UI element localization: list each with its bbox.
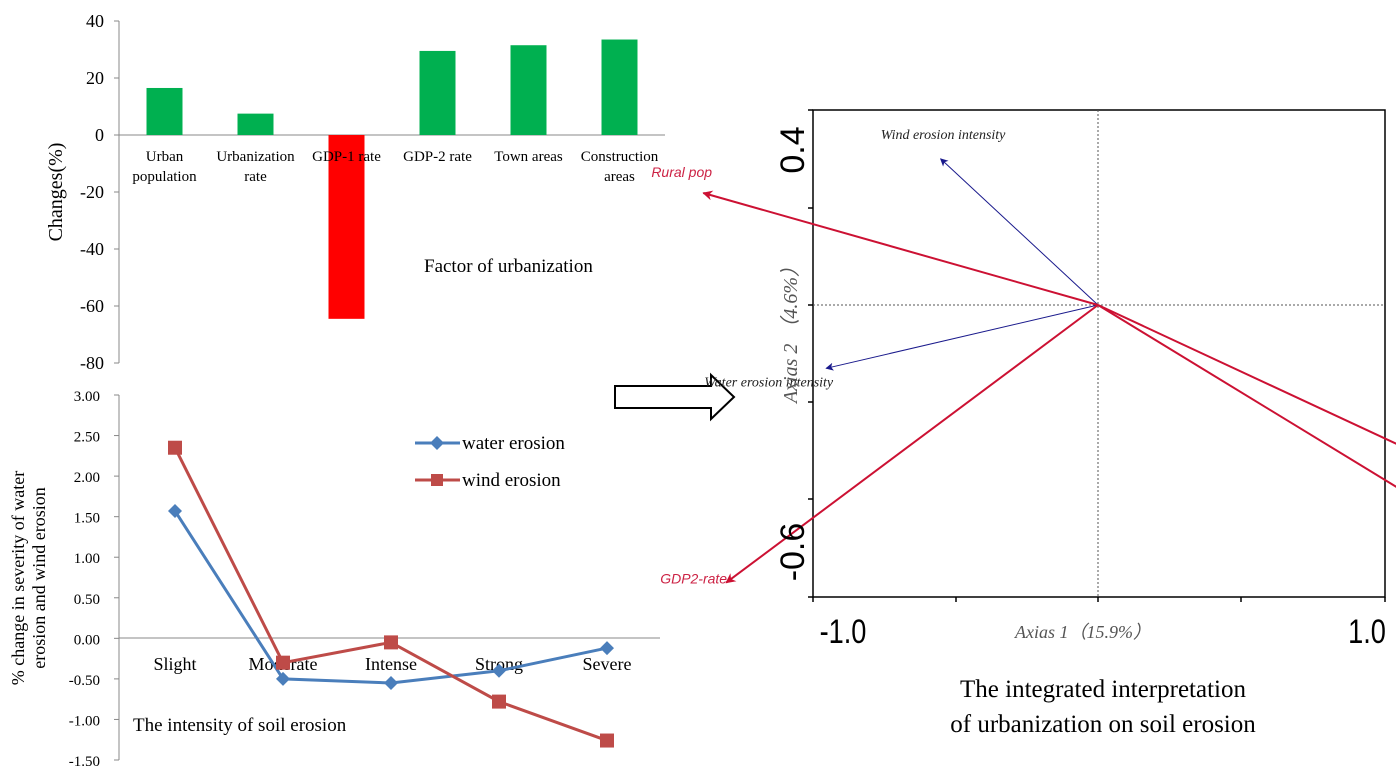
- biplot-vector-arrow: [725, 304, 1099, 584]
- series-point: [168, 503, 182, 518]
- biplot-vector-label: GDP2-rate: [660, 571, 727, 587]
- line-chart-y-label-line1: % change in severity of water: [8, 471, 28, 685]
- biplot-x-tick-left: -1.0: [820, 612, 867, 651]
- series-point: [384, 675, 398, 690]
- line-category-label: Intense: [365, 654, 417, 674]
- line-chart-y-tick-label: 0.50: [74, 592, 100, 608]
- line-chart-legend: water erosion wind erosion: [415, 433, 565, 491]
- flow-arrow-icon: [614, 372, 736, 422]
- caption-line1: The integrated interpretation: [960, 676, 1246, 703]
- biplot-x-label: Axias 1（15.9%）: [1014, 622, 1151, 642]
- line-chart-y-tick-label: 0.00: [74, 632, 100, 648]
- legend-water-label: water erosion: [462, 433, 565, 454]
- bar-chart-y-tick-label: -80: [80, 353, 104, 373]
- bar: [601, 39, 638, 135]
- bar: [237, 113, 274, 135]
- bar-category-label: population: [132, 169, 197, 185]
- series-point: [276, 655, 290, 670]
- line-chart-y-tick-label: 3.00: [74, 389, 100, 405]
- bar-category-label: areas: [604, 169, 635, 185]
- biplot-y-label: Axias 2 （4.6%）: [779, 257, 802, 405]
- series-point: [168, 440, 182, 455]
- caption-line2: of urbanization on soil erosion: [950, 711, 1256, 738]
- line-chart-y-tick-label: -1.00: [69, 713, 100, 729]
- bar-category-label: Town areas: [494, 149, 563, 165]
- biplot-vector-label: Wind erosion intensity: [881, 128, 1006, 143]
- biplot-vector-arrow: [825, 304, 1099, 371]
- line-chart-y-tick-label: 2.00: [74, 470, 100, 486]
- line-chart-x-label: The intensity of soil erosion: [133, 715, 347, 736]
- biplot-vector-arrow: [702, 190, 1099, 306]
- series-point: [276, 671, 290, 686]
- legend-wind-label: wind erosion: [462, 470, 561, 491]
- biplot-vector-arrow: [1097, 304, 1396, 488]
- bar-chart-y-tick-label: -20: [80, 182, 104, 202]
- biplot-vector-arrow: [939, 158, 1099, 306]
- line-chart-y-tick-label: -1.50: [69, 754, 100, 770]
- series-point: [600, 733, 614, 748]
- series-point: [492, 663, 506, 678]
- bar: [419, 50, 456, 135]
- biplot-vector-label: Water erosion intensity: [704, 375, 834, 390]
- bar: [328, 135, 365, 319]
- biplot-vector-arrow: [1097, 304, 1396, 445]
- biplot-y-tick-top: 0.4: [774, 126, 812, 173]
- legend-wind-marker: [431, 474, 443, 486]
- bar: [146, 87, 183, 135]
- line-chart: 3.00 2.50 2.00 1.50 1.00 0.50 0.00 -0.50 -1.00 -1…: [8, 389, 660, 770]
- bar-chart: 40 20 0 -20 -40 -60 -80 Urban population Urbaniz…: [45, 11, 665, 373]
- line-chart-y-tick-label: 1.00: [74, 551, 100, 567]
- biplot: Wind erosion intensity Water erosion inte…: [651, 109, 1396, 651]
- biplot-vector-label: Rural pop: [651, 164, 712, 180]
- line-category-label: Severe: [583, 654, 632, 674]
- bar-chart-annotation: Factor of urbanization: [424, 256, 593, 277]
- bar-chart-y-tick-label: -40: [80, 239, 104, 259]
- line-chart-y-tick-label: -0.50: [69, 673, 100, 689]
- biplot-x-tick-right: 1.0: [1348, 612, 1386, 651]
- legend-water-marker: [430, 436, 444, 450]
- bar-category-label: GDP-2 rate: [403, 149, 472, 165]
- biplot-frame: [812, 109, 1386, 598]
- bar-chart-y-tick-label: 40: [86, 11, 104, 31]
- line-chart-y-tick-label: 1.50: [74, 511, 100, 527]
- bar-category-label: Urbanization: [216, 149, 295, 165]
- bar-chart-y-tick-label: 20: [86, 68, 104, 88]
- biplot-ticks: [808, 109, 1386, 602]
- bar-chart-y-label: Changes(%): [45, 143, 67, 242]
- line-chart-y-label-line2: erosion and wind erosion: [29, 487, 49, 668]
- series-line-1: [173, 447, 608, 742]
- series-point: [492, 694, 506, 709]
- bar-category-label: rate: [244, 169, 267, 185]
- line-category-label: Slight: [153, 654, 196, 674]
- series-point: [600, 641, 614, 656]
- line-chart-y-tick-label: 2.50: [74, 430, 100, 446]
- bar: [510, 45, 547, 135]
- bar-chart-y-tick-label: 0: [95, 125, 104, 145]
- bar-chart-y-tick-label: -60: [80, 296, 104, 316]
- bar-category-label: Urban: [146, 149, 184, 165]
- series-point: [384, 635, 398, 650]
- biplot-y-tick-bottom: -0.6: [774, 523, 812, 582]
- bar-category-label: GDP-1 rate: [312, 149, 381, 165]
- bar-category-label: Construction: [581, 149, 659, 165]
